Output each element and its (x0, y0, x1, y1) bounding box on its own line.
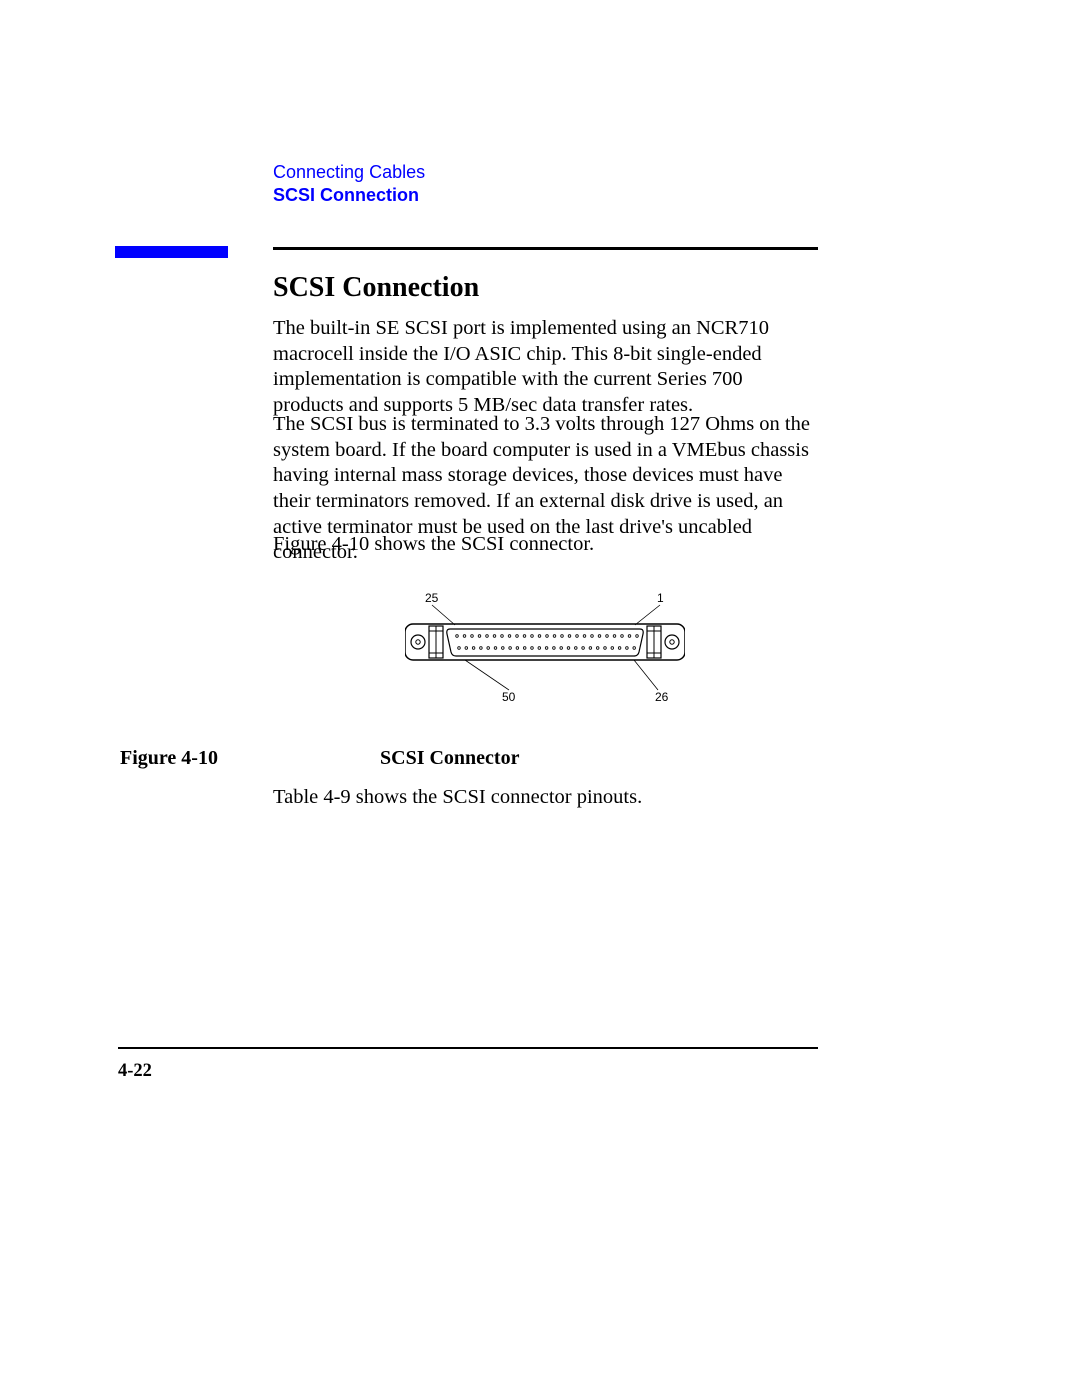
header-section: SCSI Connection (273, 185, 425, 206)
pin-label-25: 25 (425, 591, 439, 605)
figure-caption: Figure 4-10SCSI Connector (120, 747, 820, 770)
page-number: 4-22 (118, 1061, 152, 1082)
pin-label-26: 26 (655, 690, 669, 704)
paragraph-1: The built-in SE SCSI port is implemented… (273, 316, 818, 419)
page-header: Connecting Cables SCSI Connection (273, 162, 425, 206)
accent-bar (115, 246, 228, 258)
paragraph-3: Figure 4-10 shows the SCSI connector. (273, 532, 818, 558)
scsi-connector-figure: 25 1 50 26 (405, 590, 685, 710)
pin-row-bottom (458, 647, 636, 650)
pin-label-50: 50 (502, 690, 516, 704)
figure-label: Figure 4-10 (120, 747, 380, 770)
scsi-connector-svg: 25 1 50 26 (405, 590, 685, 710)
horizontal-rule-top (273, 247, 818, 250)
paragraph-4: Table 4-9 shows the SCSI connector pinou… (273, 785, 818, 811)
header-chapter: Connecting Cables (273, 162, 425, 183)
pin-label-1: 1 (657, 591, 664, 605)
pin-row-top (456, 635, 639, 638)
page-container: Connecting Cables SCSI Connection SCSI C… (0, 0, 1080, 1397)
figure-title: SCSI Connector (380, 747, 519, 770)
horizontal-rule-footer (118, 1047, 818, 1049)
section-title: SCSI Connection (273, 272, 479, 304)
